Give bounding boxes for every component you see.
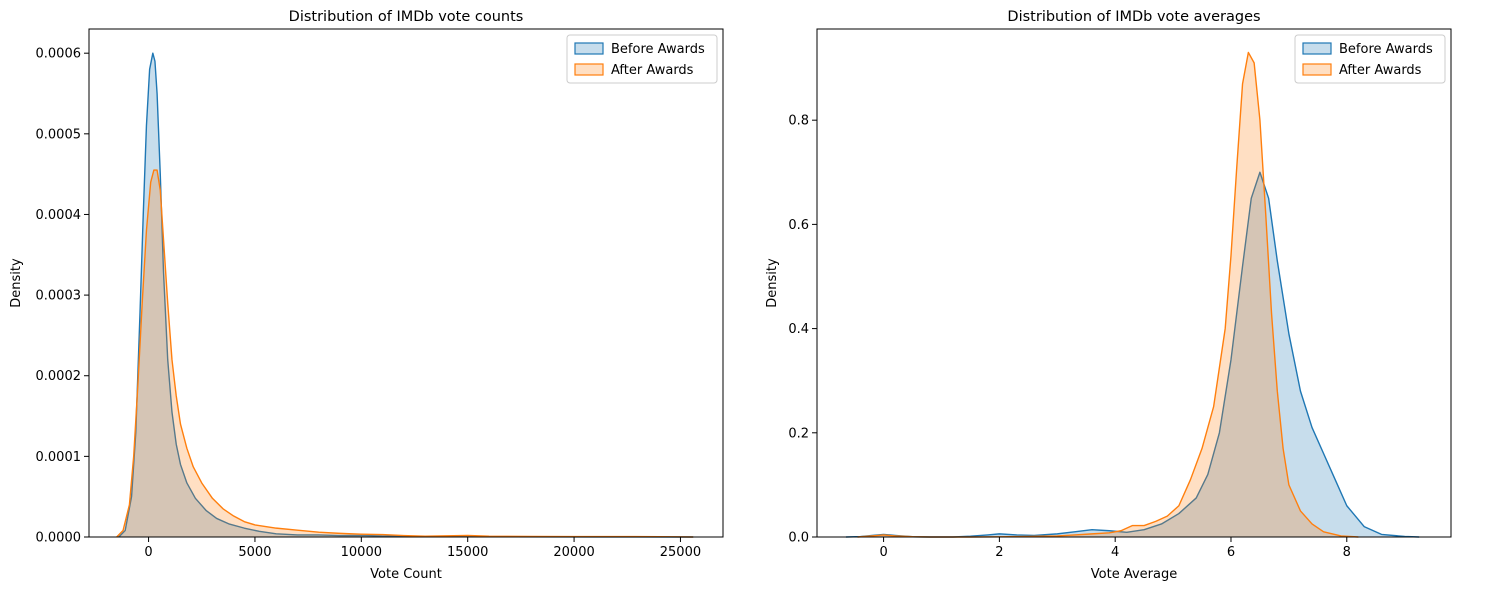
x-tick-label: 4 [1111,545,1119,560]
y-axis-label: Density [765,258,780,308]
x-tick-label: 20000 [553,545,594,560]
y-tick-label: 0.0003 [36,289,82,304]
x-tick-label: 25000 [660,545,701,560]
x-tick-label: 8 [1343,545,1351,560]
series-area-before-awards [118,53,694,537]
legend: Before Awards After Awards [1294,34,1446,84]
series-area-after-awards [116,170,694,538]
y-axis-label: Density [9,258,24,308]
legend-label-before-awards: Before Awards [611,42,705,57]
x-tick-label: 10000 [341,545,382,560]
series-area-before-awards [845,172,1420,537]
y-tick-label: 0.0000 [36,531,82,546]
legend-swatch-after-awards [1302,63,1332,76]
x-tick-label: 0 [879,545,887,560]
legend-box [566,34,718,84]
x-tick-label: 5000 [238,545,271,560]
x-tick-label: 2 [995,545,1003,560]
y-tick-label: 0.0002 [36,369,82,384]
legend-box [1294,34,1446,84]
y-tick-label: 0.8 [788,114,809,129]
legend-swatch-after-awards [574,63,604,76]
legend: Before Awards After Awards [566,34,718,84]
series-line-after-awards [116,169,694,538]
y-tick-label: 0.4 [788,322,809,337]
legend-label-after-awards: After Awards [1339,63,1422,78]
vote-average-kde-chart: Distribution of IMDb vote averages 0 2 4 6 8 0… [765,9,1452,582]
x-axis-label: Vote Count [370,567,442,582]
chart-title: Distribution of IMDb vote counts [289,9,524,25]
y-tick-label: 0.2 [788,426,809,441]
x-tick-label: 15000 [447,545,488,560]
legend-swatch-before-awards [574,42,604,55]
legend-label-before-awards: Before Awards [1339,42,1433,57]
vote-count-kde-chart: Distribution of IMDb vote counts 0 5000 100… [9,9,724,582]
y-tick-label: 0.0005 [36,127,82,142]
y-tick-label: 0.0 [788,531,809,546]
chart-title: Distribution of IMDb vote averages [1007,9,1260,25]
series-area-after-awards [857,52,1359,537]
y-tick-label: 0.0004 [36,208,82,223]
y-tick-label: 0.6 [788,218,809,233]
x-axis-label: Vote Average [1091,567,1177,582]
plot-frame [816,28,1452,538]
y-tick-label: 0.0001 [36,450,82,465]
y-tick-label: 0.0006 [36,47,82,62]
x-tick-label: 0 [144,545,152,560]
legend-label-after-awards: After Awards [611,63,694,78]
x-tick-label: 6 [1227,545,1235,560]
legend-swatch-before-awards [1302,42,1332,55]
series-line-before-awards [118,52,694,538]
plot-frame [88,28,724,538]
